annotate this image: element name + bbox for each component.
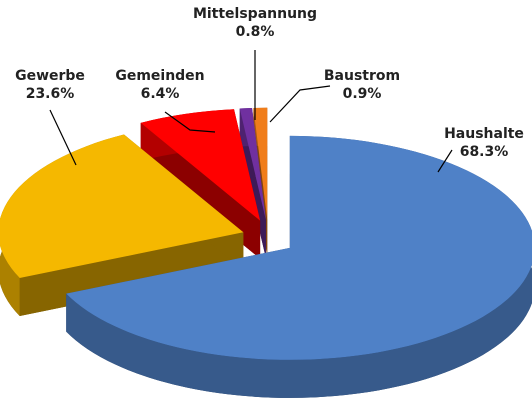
pie	[0, 107, 532, 398]
slice	[140, 109, 261, 221]
data-label-name: Gemeinden	[115, 68, 204, 84]
leader-line	[437, 149, 453, 173]
leader-line	[49, 109, 77, 166]
leader-lines	[49, 50, 453, 173]
data-label-value: 6.4%	[141, 86, 180, 102]
data-label-value: 68.3%	[460, 144, 509, 160]
leader-line	[164, 111, 216, 133]
data-label-name: Mittelspannung	[193, 6, 317, 22]
data-label-name: Gewerbe	[15, 68, 85, 84]
leader-line	[269, 85, 331, 123]
slice	[253, 107, 268, 220]
data-label-name: Haushalte	[444, 126, 524, 142]
data-label-value: 0.8%	[236, 24, 275, 40]
slice	[66, 135, 532, 360]
slice	[239, 108, 266, 220]
data-label-name: Baustrom	[324, 68, 400, 84]
data-label-value: 0.9%	[343, 86, 382, 102]
data-label-value: 23.6%	[26, 86, 75, 102]
data-labels: Haushalte 68.3% Gewerbe 23.6% Gemeinden 6.4% M…	[15, 6, 524, 160]
slice	[0, 134, 244, 279]
